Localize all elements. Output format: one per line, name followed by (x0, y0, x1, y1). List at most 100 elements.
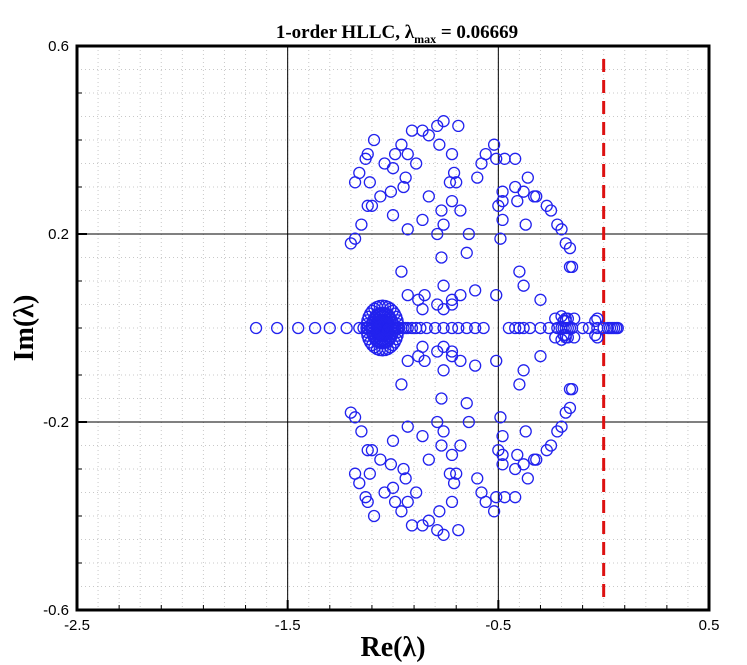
eigenvalue-point (395, 138, 408, 151)
x-tick-label: -0.5 (485, 617, 511, 634)
eigenvalue-point (361, 444, 374, 457)
eigenvalue-point (249, 321, 263, 335)
eigenvalue-point (563, 401, 577, 415)
eigenvalue-point (365, 199, 379, 212)
x-axis-label: Re(λ) (360, 632, 425, 663)
eigenvalue-point (551, 218, 564, 231)
eigenvalue-point (563, 241, 577, 255)
eigenvalue-point (517, 321, 530, 335)
eigenvalue-point (418, 288, 431, 302)
eigenvalue-point (496, 185, 509, 198)
eigenvalue-point (460, 246, 473, 259)
eigenvalue-point (498, 152, 511, 165)
eigenvalue-point (452, 523, 465, 537)
eigenvalue-point (386, 481, 400, 494)
eigenvalue-point (445, 147, 459, 161)
eigenvalue-point (401, 288, 414, 302)
eigenvalue-point (437, 528, 450, 541)
eigenvalue-point (392, 325, 405, 339)
eigenvalue-point (517, 364, 530, 377)
eigenvalue-point (431, 523, 444, 537)
eigenvalue-point (412, 293, 425, 306)
eigenvalue-point (431, 345, 444, 358)
eigenvalue-point (361, 199, 374, 212)
eigenvalue-point (475, 157, 488, 170)
eigenvalue-point (445, 448, 459, 462)
y-tick-label: -0.6 (43, 602, 69, 619)
eigenvalue-point (353, 321, 366, 335)
eigenvalue-point (542, 321, 556, 335)
eigenvalue-point (431, 227, 444, 241)
y-tick-label: 0.2 (48, 226, 69, 243)
chart-title: 1-order HLLC, λmax = 0.06669 (276, 22, 518, 46)
eigenvalue-point (471, 472, 484, 485)
title-subscript: max (414, 32, 436, 46)
eigenvalue-point (496, 429, 509, 443)
eigenvalue-point (384, 185, 398, 198)
y-tick-label: -0.2 (43, 414, 69, 431)
eigenvalue-point (365, 444, 379, 457)
y-axis-label: Im(λ) (9, 295, 40, 362)
eigenvalue-point (513, 265, 526, 278)
eigenvalue-point (386, 338, 399, 352)
eigenvalue-point (509, 462, 522, 476)
eigenvalue-point (445, 495, 459, 509)
eigenvalue-point (292, 321, 305, 335)
eigenvalue-point (374, 453, 387, 466)
eigenvalue-point (397, 180, 410, 194)
eigenvalue-point (355, 425, 368, 438)
eigenvalue-point (401, 495, 414, 509)
eigenvalue-point (437, 279, 450, 292)
eigenvalue-point (519, 218, 532, 231)
eigenvalue-point (401, 354, 414, 368)
eigenvalue-point (445, 298, 459, 311)
eigenvalue-point (475, 486, 488, 499)
eigenvalue-point (367, 509, 381, 523)
eigenvalue-point (437, 364, 450, 377)
eigenvalue-point (414, 321, 427, 335)
eigenvalue-point (454, 354, 467, 368)
eigenvalue-point (348, 176, 362, 189)
eigenvalue-point (401, 420, 414, 433)
eigenvalue-point (544, 204, 558, 217)
eigenvalue-point (399, 171, 412, 184)
eigenvalue-point (401, 147, 414, 161)
eigenvalue-point (397, 462, 410, 476)
eigenvalue-point (399, 472, 412, 485)
title-suffix: = 0.06669 (436, 22, 518, 43)
eigenvalue-point (363, 176, 376, 189)
eigenvalue-point (454, 288, 467, 302)
eigenvalue-point (355, 218, 368, 231)
eigenvalue-point (462, 227, 475, 241)
eigenvalue-point (359, 491, 372, 504)
eigenvalue-point (509, 180, 522, 194)
eigenvalue-point (513, 378, 526, 391)
eigenvalue-point (420, 321, 433, 335)
x-tick-label: -2.5 (64, 617, 90, 634)
eigenvalue-point (551, 425, 564, 438)
eigenvalue-point (521, 472, 534, 485)
x-tick-label: -1.5 (275, 617, 301, 634)
eigenvalue-point (498, 491, 511, 504)
eigenvalue-point (509, 491, 522, 504)
eigenvalue-point (435, 251, 448, 264)
eigenvalue-point (591, 331, 604, 344)
eigenvalue-point (428, 321, 442, 335)
eigenvalue-point (386, 434, 400, 447)
eigenvalue-point (576, 321, 589, 335)
eigenvalue-point (308, 321, 322, 335)
eigenvalue-point (487, 138, 501, 151)
eigenvalue-point (534, 321, 547, 335)
eigenvalue-point (563, 260, 577, 274)
eigenvalue-point (405, 321, 419, 335)
eigenvalue-point (494, 232, 507, 245)
eigenvalue-point (559, 314, 572, 328)
eigenvalue-point (490, 491, 503, 504)
eigenvalue-point (431, 415, 444, 429)
eigenvalue-point (492, 199, 505, 212)
eigenvalue-point (344, 237, 358, 250)
eigenvalue-point (405, 124, 419, 137)
eigenvalue-point (443, 176, 457, 189)
eigenvalue-point (422, 453, 435, 466)
eigenvalue-point (416, 213, 429, 227)
